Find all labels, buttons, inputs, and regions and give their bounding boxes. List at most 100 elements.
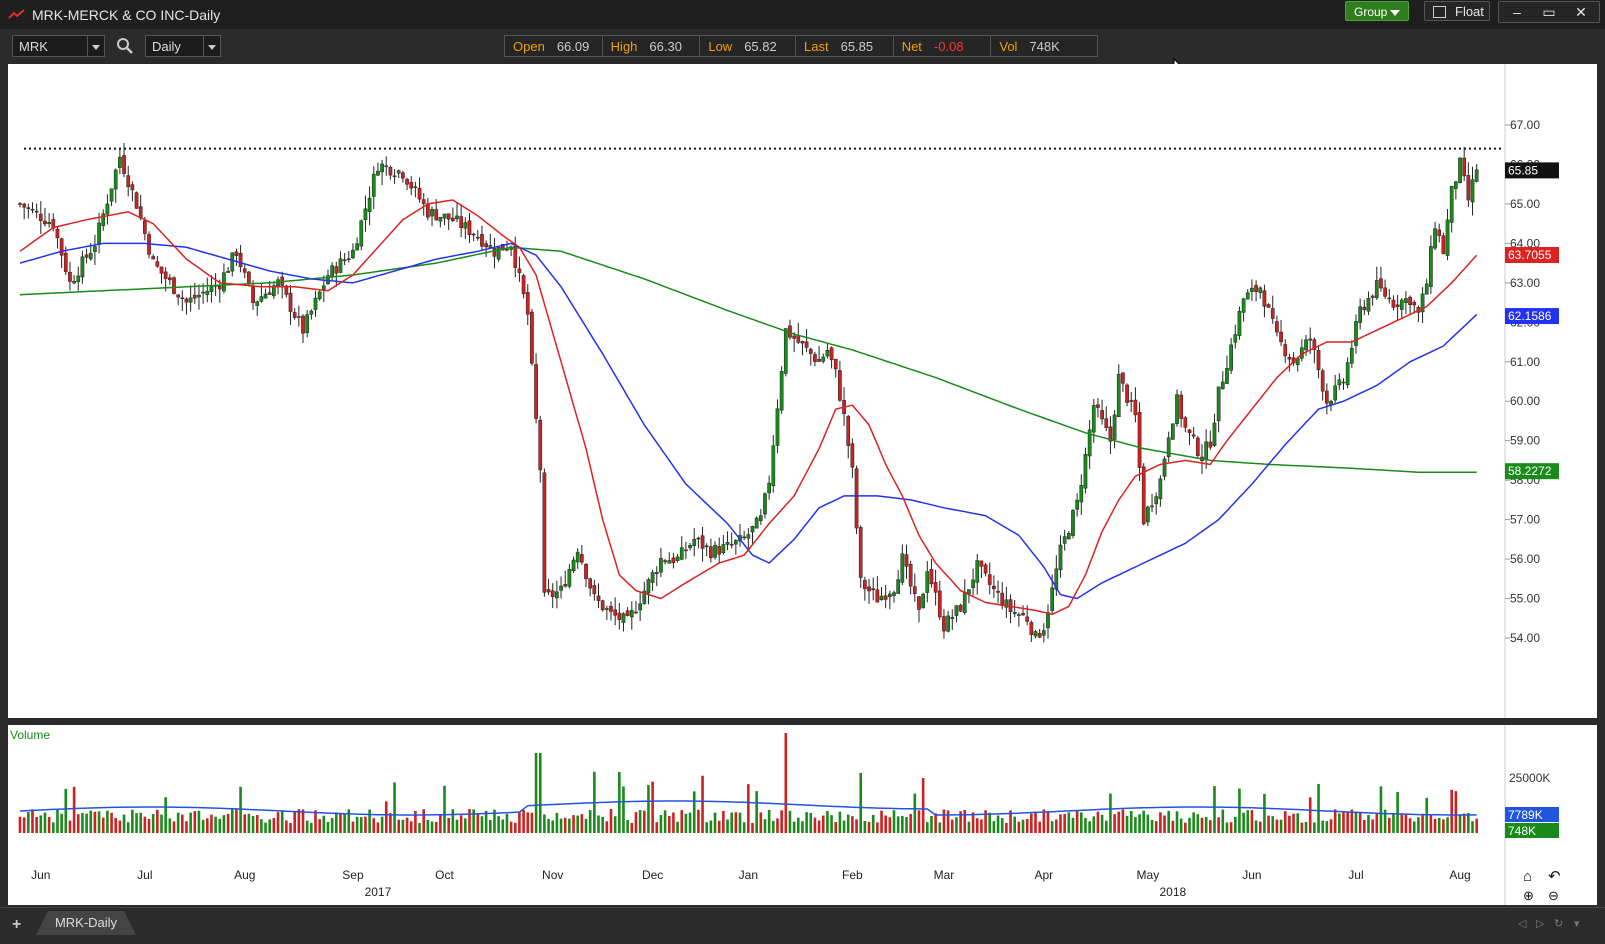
volume-bar [218,818,222,833]
volume-bar [934,813,937,833]
prev-icon[interactable]: ◁ [1518,918,1527,930]
volume-bar [51,822,55,833]
candle [992,575,996,598]
volume-bar [1129,811,1133,833]
candle [937,580,942,621]
menu-down-icon[interactable]: ▾ [1574,918,1580,930]
candle [359,219,364,251]
candle-body [143,220,147,234]
candle [729,532,734,549]
volume-bar [1088,821,1091,833]
tab-mrk-daily[interactable]: MRK-Daily [36,911,136,935]
candle-body [26,207,31,209]
chevron-down-icon[interactable] [87,36,104,56]
volume-bar [1321,820,1324,833]
candle [1162,456,1167,481]
candle [426,197,430,221]
volume-chart-svg[interactable]: Volume 25000K 7789K 748K [8,725,1597,865]
volume-bar [31,809,34,833]
volume-bar [1288,815,1291,833]
candle [505,240,509,252]
candle [954,604,959,623]
candle-body [1383,287,1387,297]
candle [1312,337,1317,364]
volume-bar [156,809,159,833]
volume-bar [255,815,259,833]
period-select[interactable]: Daily [145,35,221,57]
candle-body [1158,478,1163,500]
candle [405,177,409,190]
candle [338,251,343,274]
volume-bar [859,773,863,833]
group-button[interactable]: Group [1345,1,1409,21]
volume-bar [588,810,592,833]
volume-bar [89,810,93,833]
candle [1137,402,1142,482]
candle [1141,463,1146,526]
price-chart-svg[interactable]: 67.0066.0065.0064.0063.0062.0061.0060.00… [8,64,1597,718]
volume-bar [1233,816,1237,833]
candle-body [767,482,771,494]
candle [783,328,788,377]
volume-bar [1167,810,1170,833]
volume-bar [580,814,584,833]
candle-body [546,589,551,593]
close-button[interactable]: ✕ [1575,4,1587,20]
refresh-icon[interactable]: ↻ [1554,918,1564,930]
float-button[interactable]: Float [1424,1,1490,21]
candle-body [159,266,164,274]
candle [1333,374,1338,403]
candle [1125,383,1129,407]
volume-bar [318,819,321,833]
candle-body [1141,466,1146,525]
maximize-button[interactable]: ▭ [1542,4,1556,20]
volume-bar [60,813,63,833]
candle-body [559,585,563,591]
candle-body [1387,297,1392,300]
home-icon[interactable]: ⌂ [1523,868,1532,885]
candle-body [588,578,593,589]
candle-body [126,175,131,188]
volume-bar [722,810,725,833]
search-icon[interactable] [116,37,134,55]
next-icon[interactable]: ▷ [1536,918,1545,930]
chevron-down-icon[interactable] [203,36,220,56]
add-tab-button[interactable]: + [12,916,22,933]
candle-body [858,527,863,578]
candle-body [101,213,106,227]
candle-body [459,216,464,228]
volume-bar [330,818,334,833]
candle-body [617,612,622,620]
candle-body [184,298,189,303]
candle-body [238,252,243,268]
candle [983,562,988,577]
candle-body [1324,390,1329,404]
minimize-button[interactable]: – [1513,4,1521,20]
price-chart[interactable]: 67.0066.0065.0064.0063.0062.0061.0060.00… [8,64,1597,718]
volume-bar [742,822,746,833]
x-month-label: Sep [342,868,364,882]
symbol-input[interactable]: MRK [12,35,105,57]
candle [584,562,588,587]
candle [825,343,830,359]
candle-body [192,294,197,299]
volume-bar [776,818,779,833]
candle-body [301,315,305,334]
candle [209,275,214,303]
quote-label: Low [708,38,733,54]
candle-body [1366,297,1371,312]
candle [634,600,638,614]
undo-icon[interactable]: ↶ [1548,868,1561,885]
zoom-out-icon[interactable]: ⊖ [1548,888,1559,903]
candle-body [1017,614,1021,616]
volume-bar [1046,811,1050,833]
candle [351,243,355,260]
candle [276,276,280,295]
candle [1121,372,1125,393]
symbol-value: MRK [19,39,48,54]
volume-bar [22,817,26,833]
volume-panel[interactable]: Volume 25000K 7789K 748K [8,725,1597,865]
x-month-label: Jan [739,868,758,882]
volume-bar [1204,817,1208,833]
zoom-in-icon[interactable]: ⊕ [1523,888,1534,903]
